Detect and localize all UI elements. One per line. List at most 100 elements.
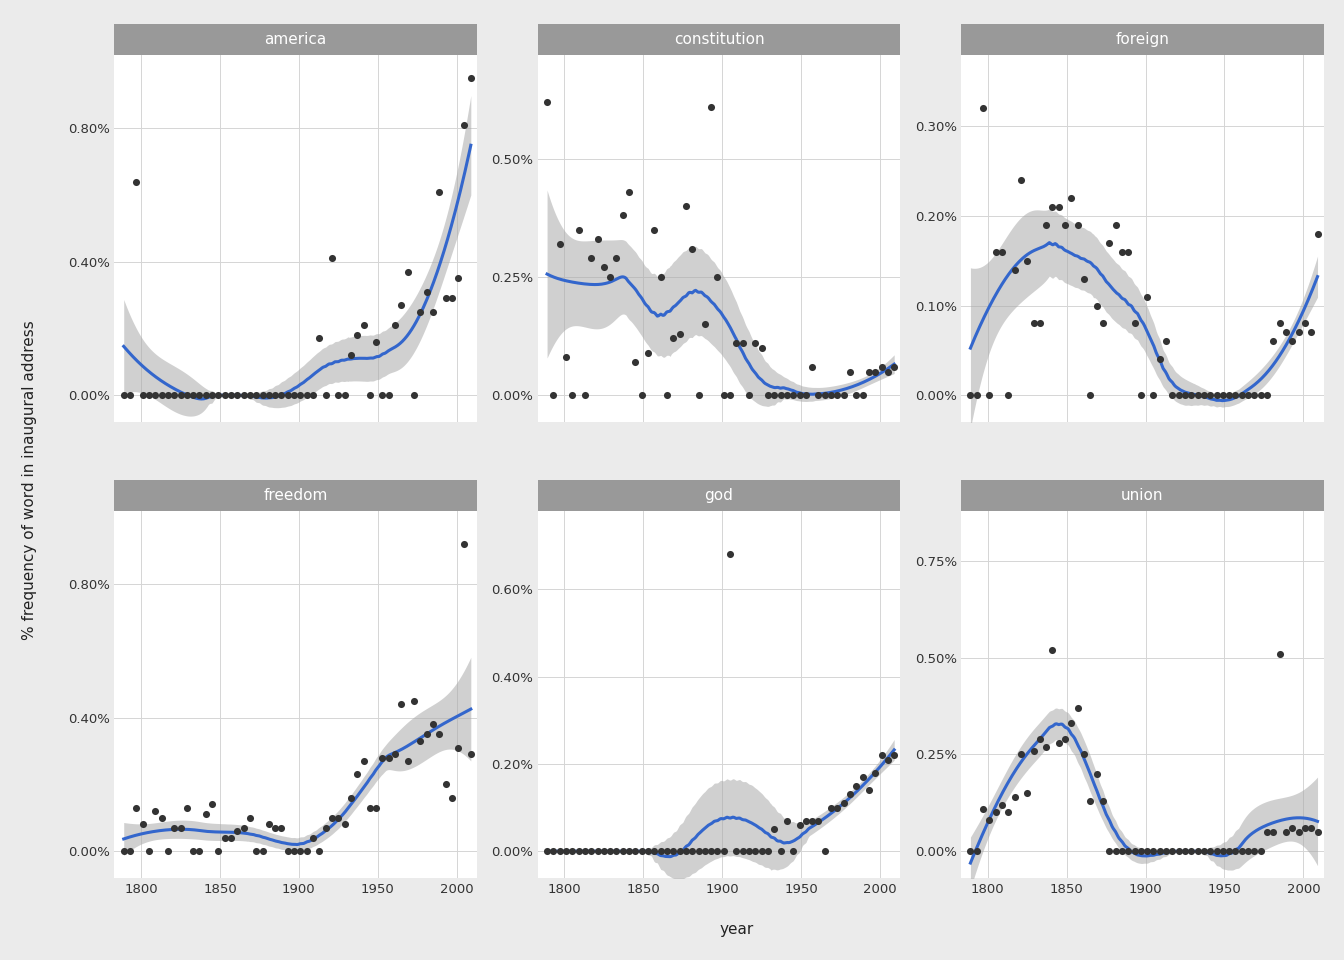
Point — [770, 844, 792, 859]
Point — [284, 844, 305, 859]
Point — [145, 388, 167, 403]
Point — [422, 717, 444, 732]
Point — [1124, 844, 1145, 859]
Point — [555, 844, 577, 859]
Point — [1137, 844, 1159, 859]
Point — [314, 388, 336, 403]
Point — [1238, 844, 1259, 859]
Point — [801, 359, 823, 374]
Point — [694, 317, 715, 332]
Point — [227, 824, 249, 839]
Point — [202, 797, 223, 812]
Point — [214, 830, 235, 846]
Point — [714, 844, 735, 859]
Point — [1004, 262, 1025, 277]
Point — [859, 782, 880, 798]
Point — [796, 388, 817, 403]
Point — [1175, 844, 1196, 859]
Point — [1219, 844, 1241, 859]
Point — [738, 388, 759, 403]
Point — [751, 340, 773, 355]
Point — [719, 388, 741, 403]
Point — [675, 844, 696, 859]
Point — [1212, 388, 1234, 403]
Point — [782, 388, 804, 403]
Point — [618, 844, 640, 859]
Point — [820, 800, 841, 815]
Point — [587, 844, 609, 859]
Point — [763, 822, 785, 837]
Point — [265, 820, 286, 835]
Point — [183, 388, 204, 403]
Point — [1161, 844, 1183, 859]
Point — [396, 754, 418, 769]
Point — [1282, 334, 1304, 349]
Point — [1257, 824, 1278, 839]
Point — [290, 844, 312, 859]
Point — [656, 388, 677, 403]
Point — [1079, 793, 1101, 808]
Point — [277, 844, 298, 859]
Point — [328, 810, 349, 826]
Point — [845, 778, 867, 793]
Point — [378, 388, 399, 403]
Point — [239, 810, 261, 826]
Point — [714, 388, 735, 403]
Point — [359, 388, 380, 403]
Point — [630, 844, 652, 859]
Point — [808, 388, 829, 403]
Point — [763, 388, 785, 403]
Point — [302, 830, 324, 846]
Point — [1042, 642, 1063, 658]
Point — [612, 207, 633, 223]
Point — [827, 800, 848, 815]
Point — [581, 844, 602, 859]
Point — [1187, 388, 1208, 403]
Point — [1224, 388, 1246, 403]
Point — [871, 359, 892, 374]
Point — [1004, 789, 1025, 804]
Point — [214, 388, 235, 403]
Point — [1098, 235, 1120, 251]
Point — [543, 388, 564, 403]
Point — [132, 388, 153, 403]
Point — [372, 750, 394, 765]
Point — [258, 388, 280, 403]
Point — [796, 813, 817, 828]
Text: constitution: constitution — [673, 32, 765, 47]
Point — [637, 844, 659, 859]
Point — [352, 754, 374, 769]
Point — [1180, 388, 1202, 403]
Point — [569, 844, 590, 859]
Text: union: union — [1121, 488, 1164, 503]
Point — [1105, 844, 1126, 859]
Point — [246, 844, 267, 859]
Point — [663, 844, 684, 859]
Point — [1093, 793, 1114, 808]
Point — [333, 817, 355, 832]
Point — [460, 747, 481, 762]
Point — [694, 844, 715, 859]
Point — [1269, 316, 1290, 331]
Point — [1035, 739, 1056, 755]
Point — [852, 388, 874, 403]
Point — [1231, 388, 1253, 403]
Point — [864, 364, 886, 379]
Point — [138, 844, 160, 859]
Point — [314, 820, 336, 835]
Point — [321, 251, 343, 266]
Point — [878, 752, 899, 767]
Point — [536, 94, 558, 109]
Point — [1023, 316, 1044, 331]
Point — [340, 790, 362, 805]
Point — [176, 388, 198, 403]
Point — [839, 364, 860, 379]
Point — [1011, 173, 1032, 188]
Point — [460, 70, 481, 85]
Point — [1048, 735, 1070, 751]
Point — [429, 184, 450, 200]
Point — [618, 184, 640, 200]
Point — [120, 388, 141, 403]
Point — [562, 388, 583, 403]
Text: america: america — [265, 32, 327, 47]
